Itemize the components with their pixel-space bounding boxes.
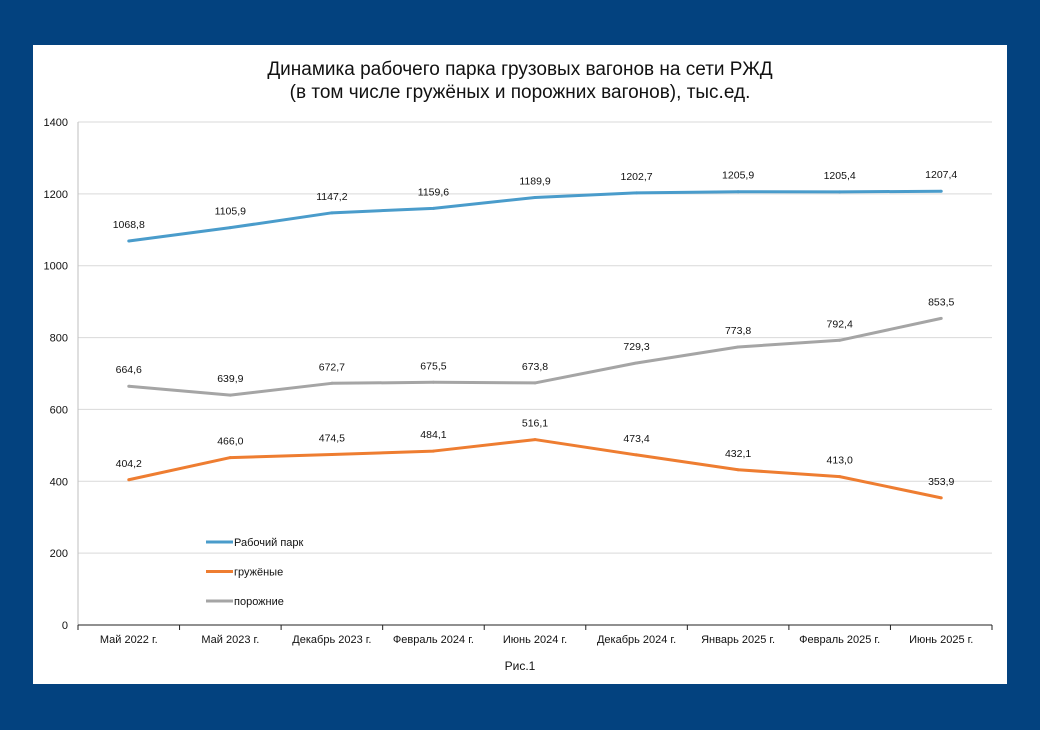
data-point [228, 226, 232, 230]
data-label: 1189,9 [519, 175, 550, 187]
data-label: 664,6 [116, 364, 142, 376]
data-label: 773,8 [725, 325, 751, 337]
x-tick-label: Декабрь 2023 г. [292, 634, 371, 646]
data-label: 516,1 [522, 418, 548, 430]
line-chart: 0 200 400 600 800 1000 1200 1400 Май 2022 г. Май … [44, 117, 993, 646]
data-point [330, 381, 334, 385]
x-tick-label: Февраль 2024 г. [393, 634, 474, 646]
x-tick-label: Февраль 2025 г. [799, 634, 880, 646]
y-tick-label: 200 [50, 548, 68, 560]
legend-label: Рабочий парк [234, 537, 304, 549]
data-point [330, 211, 334, 215]
data-label: 729,3 [623, 341, 649, 353]
title-line: Динамика рабочего парка грузовых вагонов… [267, 59, 773, 80]
y-tick-label: 1000 [44, 261, 68, 273]
data-label: 353,9 [928, 476, 954, 488]
data-point [431, 449, 435, 453]
data-point [533, 381, 537, 385]
legend-label: порожние [234, 596, 284, 608]
data-point [838, 475, 842, 479]
x-tick-label: Январь 2025 г. [701, 634, 775, 646]
data-label: 484,1 [420, 429, 446, 441]
data-point [533, 438, 537, 442]
data-label: 1159,6 [418, 186, 449, 198]
data-label: 853,5 [928, 296, 954, 308]
data-point [939, 496, 943, 500]
data-label: 673,8 [522, 361, 548, 373]
x-tick-label: Июнь 2024 г. [503, 634, 567, 646]
data-point [838, 190, 842, 194]
y-tick-label: 800 [50, 333, 68, 345]
figure-caption: Рис.1 [504, 659, 536, 673]
y-tick-label: 400 [50, 476, 68, 488]
data-point [330, 453, 334, 457]
data-point [127, 478, 131, 482]
data-label: 413,0 [827, 455, 853, 467]
data-label: 432,1 [725, 448, 751, 460]
data-label: 474,5 [319, 433, 345, 445]
data-label: 1105,9 [215, 206, 246, 218]
data-label: 639,9 [217, 373, 243, 385]
data-label: 1068,8 [113, 219, 145, 231]
data-point [939, 316, 943, 320]
x-tick-label: Май 2022 г. [100, 634, 158, 646]
data-point [635, 361, 639, 365]
x-tick-label: Декабрь 2024 г. [597, 634, 676, 646]
data-point [635, 453, 639, 457]
data-point [939, 189, 943, 193]
data-point [838, 338, 842, 342]
data-point [431, 380, 435, 384]
data-point [127, 239, 131, 243]
data-label: 1147,2 [316, 191, 347, 203]
data-point [635, 191, 639, 195]
legend-label: гружёные [234, 567, 283, 579]
chart-title: Динамика рабочего парка грузовых вагонов… [33, 58, 1007, 104]
data-label: 1202,7 [620, 171, 652, 183]
series-line-1 [128, 438, 942, 500]
x-tick-label: Июнь 2025 г. [909, 634, 973, 646]
data-label: 1207,4 [925, 169, 957, 181]
data-point [127, 384, 131, 388]
y-tick-label: 600 [50, 404, 68, 416]
chart-panel: Динамика рабочего парка грузовых вагонов… [33, 45, 1007, 684]
y-tick-label: 1200 [44, 189, 68, 201]
data-label: 792,4 [827, 318, 853, 330]
subtitle-line: (в том числе гружёных и порожних вагонов… [289, 82, 751, 103]
data-point [228, 456, 232, 460]
data-point [431, 206, 435, 210]
data-point [228, 393, 232, 397]
y-tick-label: 1400 [44, 117, 68, 129]
data-point [736, 468, 740, 472]
data-label: 675,5 [420, 360, 446, 372]
data-label: 473,4 [623, 433, 649, 445]
data-label: 404,2 [116, 458, 142, 470]
data-label: 672,7 [319, 361, 345, 373]
data-point [533, 195, 537, 199]
data-point [736, 190, 740, 194]
data-point [736, 345, 740, 349]
x-tick-label: Май 2023 г. [201, 634, 259, 646]
data-label: 1205,4 [824, 170, 856, 182]
y-tick-label: 0 [62, 620, 68, 632]
data-label: 1205,9 [722, 170, 754, 182]
data-label: 466,0 [217, 436, 243, 448]
